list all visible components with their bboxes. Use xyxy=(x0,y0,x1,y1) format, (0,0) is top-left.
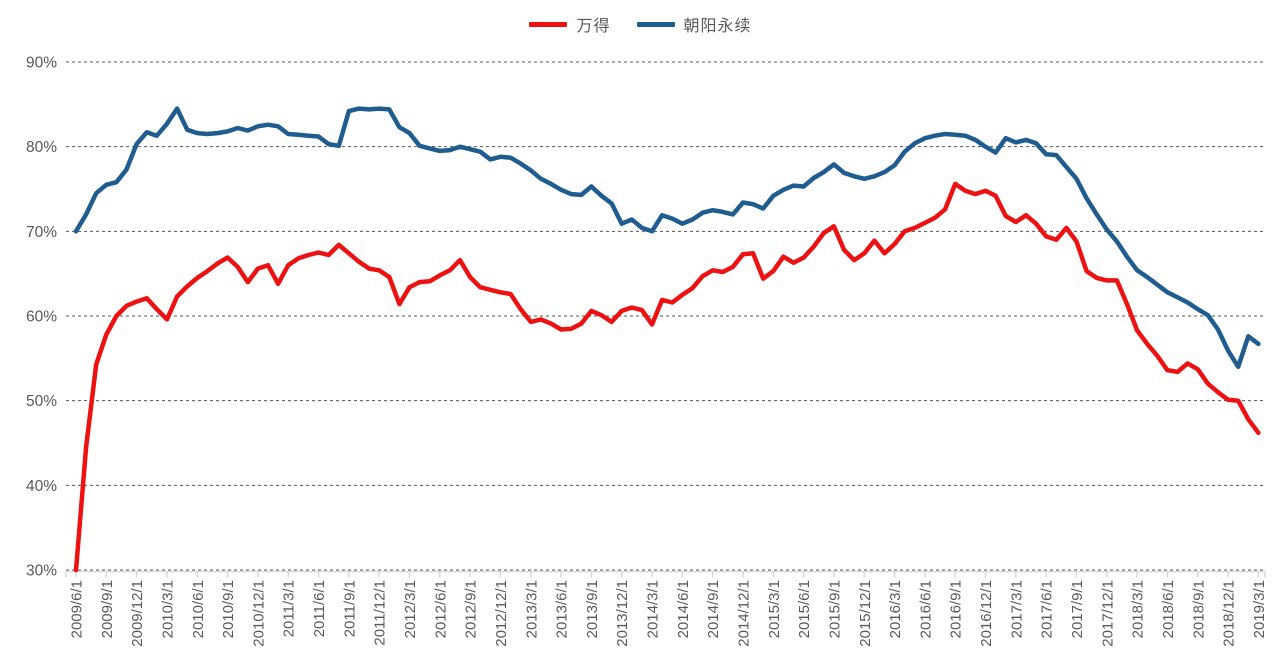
x-tick-label: 2009/9/1 xyxy=(99,580,116,638)
x-tick-label: 2011/6/1 xyxy=(311,580,328,637)
x-tick-label: 2015/9/1 xyxy=(826,580,843,638)
legend-item-wind: 万得 xyxy=(529,12,610,36)
x-tick-label: 2018/6/1 xyxy=(1160,580,1177,638)
gridlines xyxy=(66,61,1265,571)
y-tick-label: 70% xyxy=(26,224,57,241)
x-tick-label: 2016/6/1 xyxy=(917,580,934,638)
x-tick-label: 2009/6/1 xyxy=(69,580,86,638)
x-tick-label: 2018/9/1 xyxy=(1190,580,1207,638)
x-tick-label: 2013/9/1 xyxy=(584,580,601,638)
x-tick-label: 2014/12/1 xyxy=(735,580,752,647)
chaoyang-line-swatch-icon xyxy=(636,21,675,27)
x-tick-label: 2011/12/1 xyxy=(372,580,389,646)
legend-label-chaoyang: 朝阳永续 xyxy=(683,18,752,35)
x-tick-label: 2017/6/1 xyxy=(1039,580,1056,638)
x-tick-label: 2018/12/1 xyxy=(1221,580,1238,647)
x-tick-label: 2016/12/1 xyxy=(978,580,995,647)
x-tick-label: 2010/9/1 xyxy=(220,580,237,638)
x-tick-label: 2009/12/1 xyxy=(129,580,146,647)
x-tick-label: 2016/9/1 xyxy=(948,580,965,638)
x-tick-label: 2017/12/1 xyxy=(1099,580,1116,647)
series-lines xyxy=(73,106,1261,573)
x-tick-label: 2012/6/1 xyxy=(432,580,449,638)
x-tick-label: 2012/3/1 xyxy=(402,580,419,638)
x-tick-label: 2018/3/1 xyxy=(1130,580,1147,638)
y-tick-label: 40% xyxy=(26,478,57,495)
x-tick-label: 2010/12/1 xyxy=(250,580,267,647)
x-tick-label: 2017/9/1 xyxy=(1069,580,1086,638)
x-tick-label: 2013/12/1 xyxy=(614,580,631,647)
chart-legend: 万得 朝阳永续 xyxy=(0,12,1281,36)
x-tick-label: 2016/3/1 xyxy=(887,580,904,638)
x-tick-label: 2019/3/1 xyxy=(1251,580,1268,638)
x-tick-label: 2012/12/1 xyxy=(493,580,510,647)
legend-label-wind: 万得 xyxy=(576,18,611,35)
x-tick-label: 2014/6/1 xyxy=(675,580,692,638)
y-tick-label: 80% xyxy=(26,139,57,156)
x-axis xyxy=(65,570,1266,578)
x-tick-label: 2011/3/1 xyxy=(281,580,298,637)
wind-line-swatch-icon xyxy=(529,21,568,27)
x-tick-label: 2014/3/1 xyxy=(645,580,662,638)
x-axis-labels: 2009/6/1 2009/9/1 2009/12/1 2010/3/1 2010/6/… xyxy=(69,580,1268,647)
x-tick-label: 2011/9/1 xyxy=(341,580,358,637)
x-tick-label: 2015/3/1 xyxy=(766,580,783,638)
wind-line xyxy=(73,181,1261,573)
legend-item-chaoyang: 朝阳永续 xyxy=(636,12,752,36)
y-tick-label: 90% xyxy=(26,55,57,72)
x-tick-label: 2013/6/1 xyxy=(554,580,571,638)
y-tick-label: 60% xyxy=(26,309,57,326)
x-tick-label: 2010/3/1 xyxy=(159,580,176,638)
y-tick-label: 50% xyxy=(26,393,57,410)
y-axis-labels: 90% 80% 70% 60% 50% 40% 30% xyxy=(26,55,57,580)
x-tick-label: 2014/9/1 xyxy=(705,580,722,638)
chaoyang-line xyxy=(73,106,1261,370)
x-tick-label: 2012/9/1 xyxy=(463,580,480,638)
y-tick-label: 30% xyxy=(26,563,57,580)
x-tick-label: 2015/6/1 xyxy=(796,580,813,638)
x-tick-label: 2017/3/1 xyxy=(1008,580,1025,638)
x-tick-label: 2015/12/1 xyxy=(857,580,874,647)
x-tick-label: 2013/3/1 xyxy=(523,580,540,638)
x-tick-label: 2010/6/1 xyxy=(190,580,207,638)
